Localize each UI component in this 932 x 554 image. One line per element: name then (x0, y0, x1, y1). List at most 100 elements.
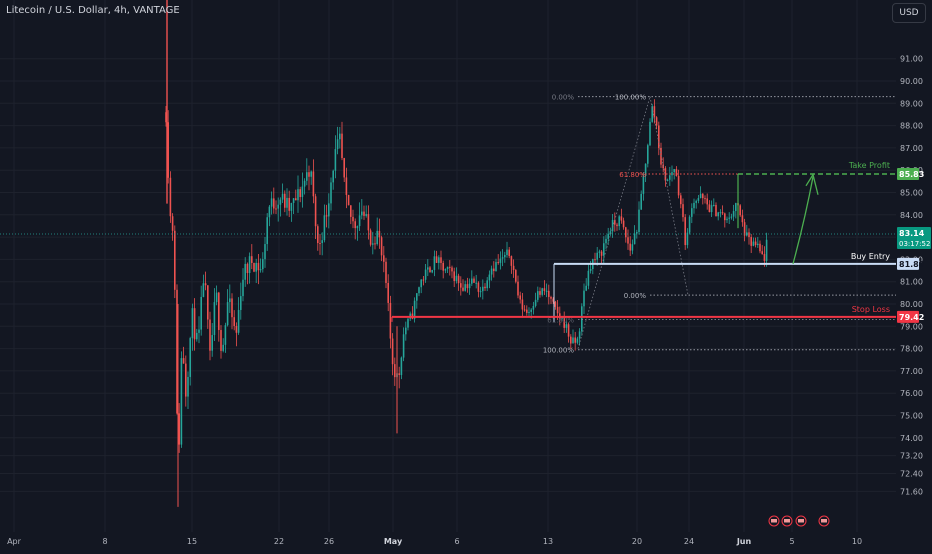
candle-body (726, 218, 728, 221)
candle-body (242, 279, 244, 297)
candle-body (209, 319, 211, 351)
candle-body (451, 267, 453, 272)
fib-label-0-top: 0.00% (552, 94, 575, 102)
x-tick-label: Apr (7, 537, 22, 546)
x-tick-label: 26 (324, 537, 334, 546)
candle-body (171, 216, 174, 231)
event-icon-flag (771, 519, 777, 523)
candle-body (466, 284, 469, 289)
candle-body (625, 227, 627, 238)
y-tick-label: 80.00 (900, 300, 923, 309)
candle-body (427, 267, 429, 270)
y-tick-label: 75.00 (900, 412, 923, 421)
y-tick-label: 81.00 (900, 278, 923, 287)
candle-body (699, 193, 702, 199)
candle-body (270, 198, 273, 207)
candle-body (660, 147, 662, 165)
candle-body (508, 249, 510, 257)
candle-body (235, 325, 238, 333)
projection-arrowhead (805, 173, 819, 195)
candle-body (167, 122, 169, 178)
candle-body (438, 257, 440, 263)
candle-body (673, 169, 675, 173)
candle-body (715, 204, 717, 217)
candle-body (288, 197, 290, 211)
stop-loss-label: Stop Loss (852, 305, 890, 314)
candle-body (281, 193, 284, 200)
x-tick-label: 24 (684, 537, 694, 546)
candle-body (468, 283, 471, 289)
y-tick-label: 85.00 (900, 189, 923, 198)
candle-body (702, 193, 704, 199)
candle-body (314, 196, 317, 227)
candle-body (530, 309, 532, 312)
candle-body (563, 317, 565, 328)
candle-body (724, 213, 726, 221)
candle-body (510, 256, 513, 266)
candle-body (455, 275, 458, 282)
fib-label-lower-100: 100.00% (543, 347, 574, 355)
candle-body (506, 249, 508, 256)
candle-body (218, 292, 220, 331)
candle-body (253, 262, 255, 272)
candle-body (750, 237, 752, 246)
candle-body (264, 244, 266, 260)
candle-body (402, 334, 405, 358)
candle-body (365, 214, 367, 216)
y-tick-label: 90.00 (900, 77, 923, 86)
candle-body (383, 255, 385, 262)
x-tick-label: 10 (852, 537, 862, 546)
y-tick-label: 71.60 (900, 487, 923, 496)
candle-body (336, 139, 339, 150)
candle-body (600, 251, 603, 256)
candle-body (556, 306, 559, 314)
fib-label-100-top: 100.00% (615, 94, 646, 102)
candle-body (482, 286, 484, 292)
x-tick-label: 13 (543, 537, 553, 546)
candle-body (495, 262, 497, 272)
candle-body (537, 291, 539, 300)
candle-body (299, 189, 301, 198)
candle-body (387, 282, 389, 303)
candle-body (484, 286, 486, 289)
candle-body (303, 180, 306, 187)
candle-body (686, 232, 689, 246)
candle-body (200, 296, 202, 330)
candle-body (292, 198, 295, 203)
candle-body (629, 243, 631, 251)
candle-body (339, 133, 341, 140)
candle-body (519, 295, 521, 300)
candle-body (367, 214, 370, 231)
candle-body (257, 262, 260, 271)
candle-body (570, 336, 572, 344)
candle-body (675, 169, 678, 176)
candle-body (284, 193, 286, 208)
candle-body (420, 279, 422, 288)
candle-body (174, 230, 176, 290)
candle-body (633, 233, 636, 245)
candle-body (585, 285, 587, 291)
candle-body (574, 337, 576, 343)
candle-body (418, 287, 420, 294)
candle-body (244, 263, 246, 280)
candle-body (548, 290, 550, 297)
candle-body (301, 186, 304, 198)
candle-body (708, 204, 711, 213)
candle-body (677, 175, 680, 196)
candle-body (504, 255, 506, 258)
candle-body (581, 306, 583, 332)
candle-body (583, 290, 585, 307)
candle-body (754, 241, 757, 246)
candle-body (706, 198, 708, 205)
candle-body (345, 177, 348, 195)
candle-body (394, 364, 396, 378)
candle-body (317, 226, 319, 244)
candle-body (622, 220, 625, 228)
candle-body (669, 175, 671, 180)
symbol-title: Litecoin / U.S. Dollar, 4h, VANTAGE (6, 5, 180, 16)
candle-body (334, 149, 337, 171)
currency-button[interactable]: USD (892, 3, 926, 23)
candle-body (400, 357, 403, 376)
